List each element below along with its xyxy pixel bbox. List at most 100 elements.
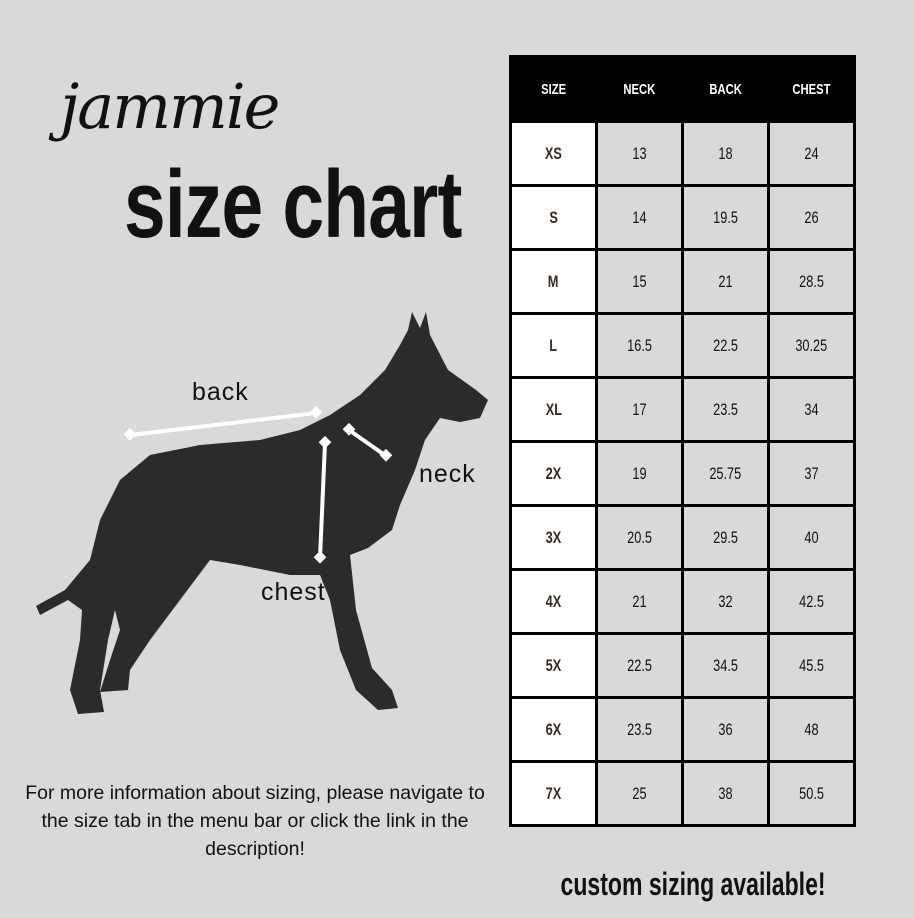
cell-text: 7X xyxy=(545,783,562,803)
cell-text: 13 xyxy=(632,143,647,163)
cell-text: 34.5 xyxy=(713,655,738,675)
measurement-cell: 17 xyxy=(595,376,684,443)
cell-text: 45.5 xyxy=(799,655,824,675)
column-header: NECK xyxy=(595,55,684,123)
cell-text: 28.5 xyxy=(799,271,824,291)
sizing-info-text: For more information about sizing, pleas… xyxy=(25,782,485,860)
cell-text: 38 xyxy=(718,783,733,803)
measurement-cell: 22.5 xyxy=(681,312,770,379)
table-row: 2X 19 25.75 37 xyxy=(509,440,856,507)
brand-logo: jammie xyxy=(60,70,280,143)
measurement-cell: 50.5 xyxy=(767,760,856,827)
column-header: BACK xyxy=(681,55,770,123)
cell-text: 2X xyxy=(545,463,562,483)
cell-text: 36 xyxy=(718,719,733,739)
cell-text: 50.5 xyxy=(799,783,824,803)
measurement-cell: 23.5 xyxy=(595,696,684,763)
measurement-cell: 45.5 xyxy=(767,632,856,699)
cell-text: 23.5 xyxy=(627,719,652,739)
cell-text: 22.5 xyxy=(627,655,652,675)
table-row: 7X 25 38 50.5 xyxy=(509,760,856,827)
cell-text: 4X xyxy=(545,591,562,611)
size-table: SIZE NECK BACK CHEST XS 13 18 24 S 14 19.5 26 M 15 21… xyxy=(509,55,856,827)
measurement-cell: 30.25 xyxy=(767,312,856,379)
size-cell: 3X xyxy=(509,504,598,571)
back-label: back xyxy=(192,378,249,406)
cell-text: 34 xyxy=(804,399,819,419)
size-cell: L xyxy=(509,312,598,379)
cell-text: 30.25 xyxy=(795,335,828,355)
custom-sizing-note: custom sizing available! xyxy=(509,866,869,903)
page-title: size chart xyxy=(124,151,462,258)
dog-silhouette xyxy=(36,312,488,714)
table-row: 4X 21 32 42.5 xyxy=(509,568,856,635)
measurement-cell: 18 xyxy=(681,120,770,187)
size-cell: 6X xyxy=(509,696,598,763)
table-row: XS 13 18 24 xyxy=(509,120,856,187)
cell-text: 25.75 xyxy=(709,463,742,483)
measurement-cell: 26 xyxy=(767,184,856,251)
cell-text: 18 xyxy=(718,143,733,163)
cell-text: M xyxy=(548,271,559,291)
measurement-cell: 28.5 xyxy=(767,248,856,315)
cell-text: 5X xyxy=(545,655,562,675)
measurement-cell: 19 xyxy=(595,440,684,507)
cell-text: 3X xyxy=(545,527,562,547)
measurement-cell: 34.5 xyxy=(681,632,770,699)
size-cell: 2X xyxy=(509,440,598,507)
measurement-cell: 16.5 xyxy=(595,312,684,379)
custom-sizing-text: custom sizing available! xyxy=(560,866,826,902)
cell-text: 20.5 xyxy=(627,527,652,547)
back-measure-line xyxy=(123,405,323,441)
cell-text: 16.5 xyxy=(627,335,652,355)
cell-text: 26 xyxy=(804,207,819,227)
size-cell: XS xyxy=(509,120,598,187)
measurement-cell: 38 xyxy=(681,760,770,827)
column-header-text: NECK xyxy=(623,80,656,98)
measurement-cell: 29.5 xyxy=(681,504,770,571)
cell-text: 40 xyxy=(804,527,819,547)
size-cell: 4X xyxy=(509,568,598,635)
table-row: M 15 21 28.5 xyxy=(509,248,856,315)
neck-label: neck xyxy=(419,460,476,488)
size-cell: XL xyxy=(509,376,598,443)
neck-measure-line xyxy=(342,422,393,462)
measurement-cell: 14 xyxy=(595,184,684,251)
dog-body xyxy=(36,312,488,714)
table-row: L 16.5 22.5 30.25 xyxy=(509,312,856,379)
measurement-cell: 32 xyxy=(681,568,770,635)
cell-text: 42.5 xyxy=(799,591,824,611)
cell-text: 25 xyxy=(632,783,647,803)
measurement-cell: 40 xyxy=(767,504,856,571)
cell-text: 6X xyxy=(545,719,562,739)
cell-text: 17 xyxy=(632,399,647,419)
measurement-cell: 21 xyxy=(681,248,770,315)
measurement-cell: 20.5 xyxy=(595,504,684,571)
cell-text: XL xyxy=(545,399,562,419)
cell-text: 21 xyxy=(632,591,647,611)
cell-text: 15 xyxy=(632,271,647,291)
cell-text: 19.5 xyxy=(713,207,738,227)
table-row: S 14 19.5 26 xyxy=(509,184,856,251)
measurement-cell: 48 xyxy=(767,696,856,763)
column-header: CHEST xyxy=(767,55,856,123)
measurement-cell: 25.75 xyxy=(681,440,770,507)
cell-text: 21 xyxy=(718,271,733,291)
size-cell: M xyxy=(509,248,598,315)
cell-text: S xyxy=(549,207,558,227)
measurement-cell: 25 xyxy=(595,760,684,827)
measurement-cell: 15 xyxy=(595,248,684,315)
cell-text: XS xyxy=(544,143,563,163)
cell-text: L xyxy=(549,335,558,355)
measurement-cell: 21 xyxy=(595,568,684,635)
measurement-cell: 19.5 xyxy=(681,184,770,251)
measurement-cell: 24 xyxy=(767,120,856,187)
measurement-cell: 34 xyxy=(767,376,856,443)
size-cell: S xyxy=(509,184,598,251)
measurement-cell: 36 xyxy=(681,696,770,763)
measurement-cell: 42.5 xyxy=(767,568,856,635)
table-row: 3X 20.5 29.5 40 xyxy=(509,504,856,571)
cell-text: 22.5 xyxy=(713,335,738,355)
cell-text: 32 xyxy=(718,591,733,611)
